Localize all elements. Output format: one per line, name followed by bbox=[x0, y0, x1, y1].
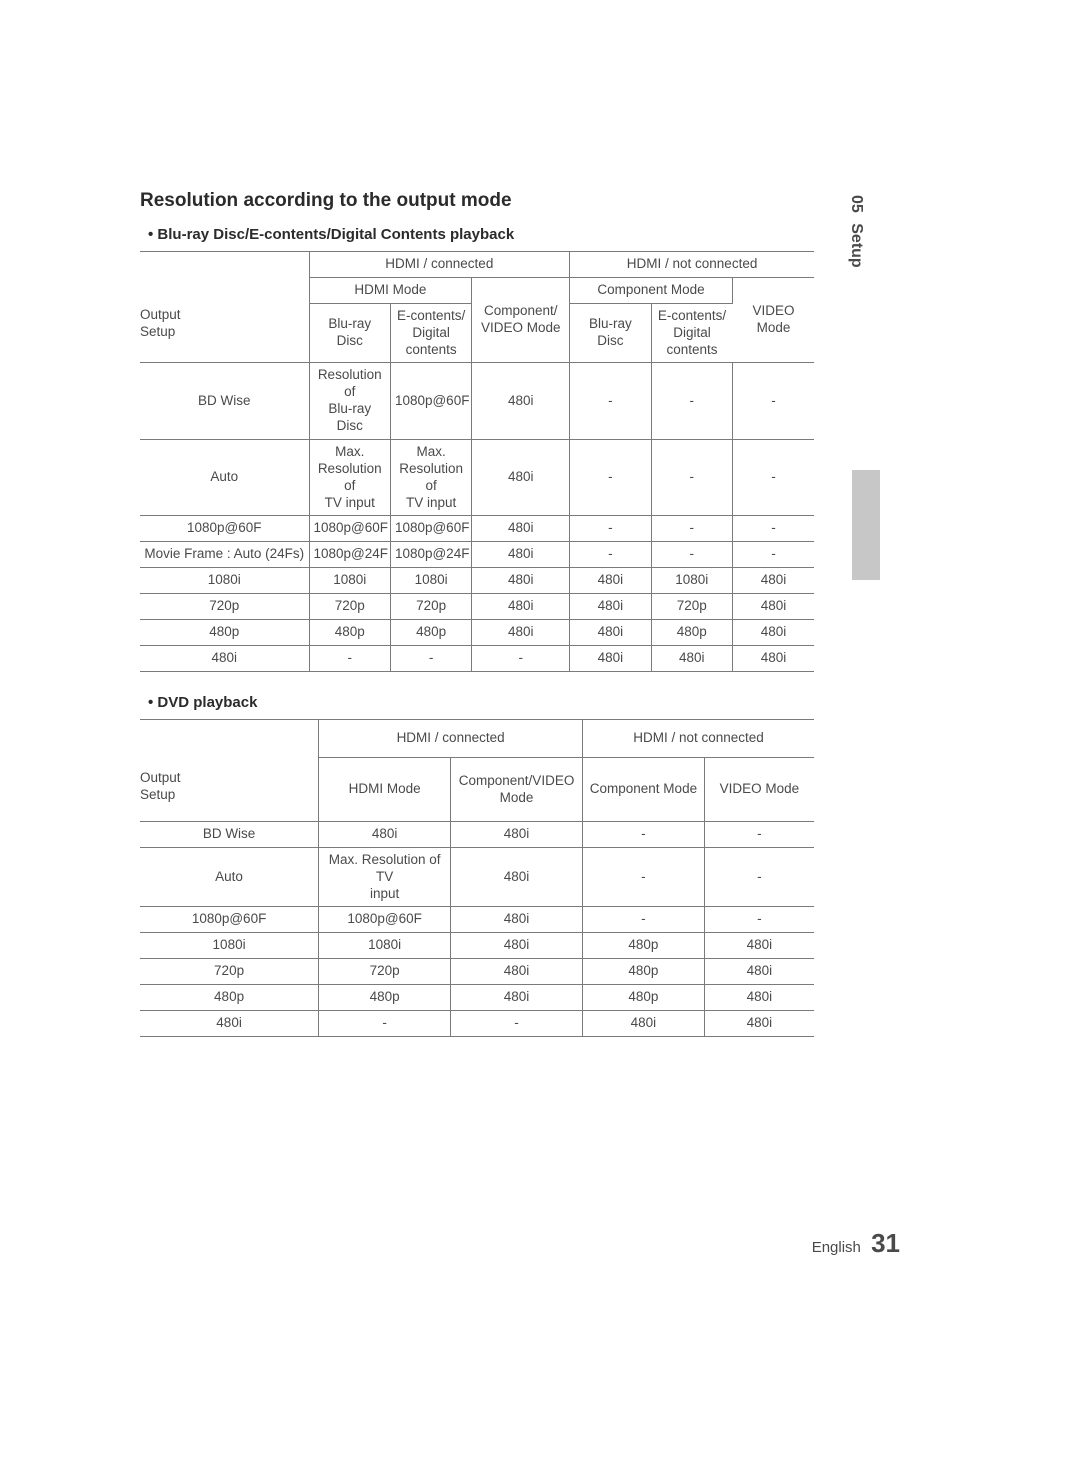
table-row: 720p720p720p480i480i720p480i bbox=[140, 594, 814, 620]
table-row: 480i--480i480i bbox=[140, 1010, 814, 1036]
table2-caption: DVD playback bbox=[148, 694, 940, 711]
chapter-number: 05 bbox=[848, 195, 865, 213]
table-row: 480p480p480p480i480i480p480i bbox=[140, 619, 814, 645]
table1-corner: Output Setup bbox=[140, 252, 309, 363]
hdr2-hdmi-not-connected: HDMI / not connected bbox=[583, 719, 814, 758]
table-row: AutoMax. Resolution of TVinput480i-- bbox=[140, 847, 814, 907]
table-row: 1080i1080i480i480p480i bbox=[140, 933, 814, 959]
table-row: 1080p@60F1080p@60F1080p@60F480i--- bbox=[140, 516, 814, 542]
hdr-component-mode: Component Mode bbox=[570, 277, 733, 303]
hdr2-video-mode: VIDEO Mode bbox=[704, 758, 814, 822]
resolution-table-dvd: Output Setup HDMI / connected HDMI / not… bbox=[140, 719, 814, 1037]
hdr2-component-video: Component/VIDEO Mode bbox=[451, 758, 583, 822]
resolution-table-bluray: Output Setup HDMI / connected HDMI / not… bbox=[140, 251, 814, 672]
table-row: BD WiseResolution ofBlu-ray Disc1080p@60… bbox=[140, 363, 814, 440]
table-row: 1080i1080i1080i480i480i1080i480i bbox=[140, 568, 814, 594]
table2-corner: Output Setup bbox=[140, 719, 319, 821]
chapter-label: Setup bbox=[848, 223, 865, 267]
page-number: 31 bbox=[871, 1228, 900, 1258]
table1-caption: Blu-ray Disc/E-contents/Digital Contents… bbox=[148, 226, 940, 243]
hdr-econtents-1: E-contents/Digitalcontents bbox=[390, 303, 471, 363]
hdr-bluray-1: Blu-ray Disc bbox=[309, 303, 390, 363]
table-row: 480p480p480i480p480i bbox=[140, 985, 814, 1011]
hdr-hdmi-mode: HDMI Mode bbox=[309, 277, 472, 303]
table-row: AutoMax.Resolution ofTV inputMax.Resolut… bbox=[140, 439, 814, 516]
table-row: 720p720p480i480p480i bbox=[140, 959, 814, 985]
section-title: Resolution according to the output mode bbox=[140, 190, 940, 212]
table-row: 1080p@60F1080p@60F480i-- bbox=[140, 907, 814, 933]
hdr-hdmi-connected: HDMI / connected bbox=[309, 252, 570, 278]
table-row: Movie Frame : Auto (24Fs)1080p@24F1080p@… bbox=[140, 542, 814, 568]
table-row: 480i---480i480i480i bbox=[140, 645, 814, 671]
hdr2-hdmi-connected: HDMI / connected bbox=[319, 719, 583, 758]
page-footer: English 31 bbox=[812, 1228, 900, 1259]
table2-body: BD Wise480i480i-- AutoMax. Resolution of… bbox=[140, 821, 814, 1036]
hdr-bluray-2: Blu-ray Disc bbox=[570, 303, 651, 363]
hdr2-hdmi-mode: HDMI Mode bbox=[319, 758, 451, 822]
table-row: BD Wise480i480i-- bbox=[140, 821, 814, 847]
hdr-econtents-2: E-contents/Digitalcontents bbox=[651, 303, 732, 363]
hdr-hdmi-not-connected: HDMI / not connected bbox=[570, 252, 814, 278]
hdr2-component-mode: Component Mode bbox=[583, 758, 705, 822]
table1-body: BD WiseResolution ofBlu-ray Disc1080p@60… bbox=[140, 363, 814, 671]
side-tab: 05 Setup bbox=[847, 195, 865, 268]
hdr-component-video: Component/VIDEO Mode bbox=[472, 277, 570, 363]
footer-language: English bbox=[812, 1239, 861, 1256]
manual-page: 05 Setup Resolution according to the out… bbox=[0, 0, 1080, 1477]
hdr-video-mode: VIDEO Mode bbox=[732, 277, 814, 363]
thumb-index-bar bbox=[852, 470, 880, 580]
